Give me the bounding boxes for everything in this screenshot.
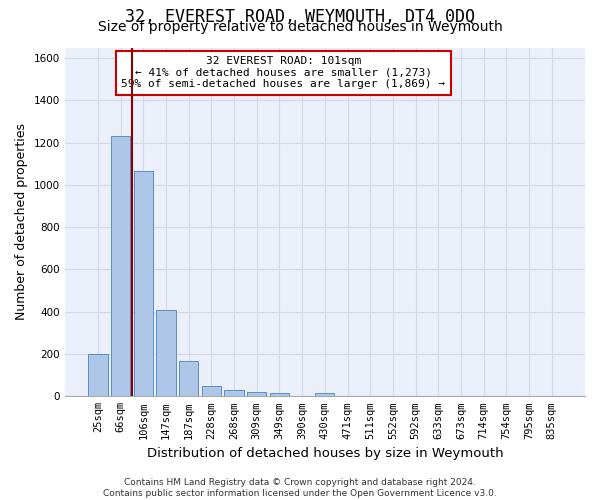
Text: 32 EVEREST ROAD: 101sqm
← 41% of detached houses are smaller (1,273)
59% of semi: 32 EVEREST ROAD: 101sqm ← 41% of detache… [121,56,445,90]
Bar [88,354,107,397]
Bar [224,390,244,396]
Bar [247,392,266,396]
Text: 32, EVEREST ROAD, WEYMOUTH, DT4 0DQ: 32, EVEREST ROAD, WEYMOUTH, DT4 0DQ [125,8,475,26]
Bar [179,362,199,396]
Bar [202,386,221,396]
Y-axis label: Number of detached properties: Number of detached properties [15,124,28,320]
Bar [315,394,334,396]
Bar [157,310,176,396]
Bar [270,394,289,396]
Bar [134,171,153,396]
X-axis label: Distribution of detached houses by size in Weymouth: Distribution of detached houses by size … [146,447,503,460]
Text: Size of property relative to detached houses in Weymouth: Size of property relative to detached ho… [98,20,502,34]
Text: Contains HM Land Registry data © Crown copyright and database right 2024.
Contai: Contains HM Land Registry data © Crown c… [103,478,497,498]
Bar [111,136,130,396]
